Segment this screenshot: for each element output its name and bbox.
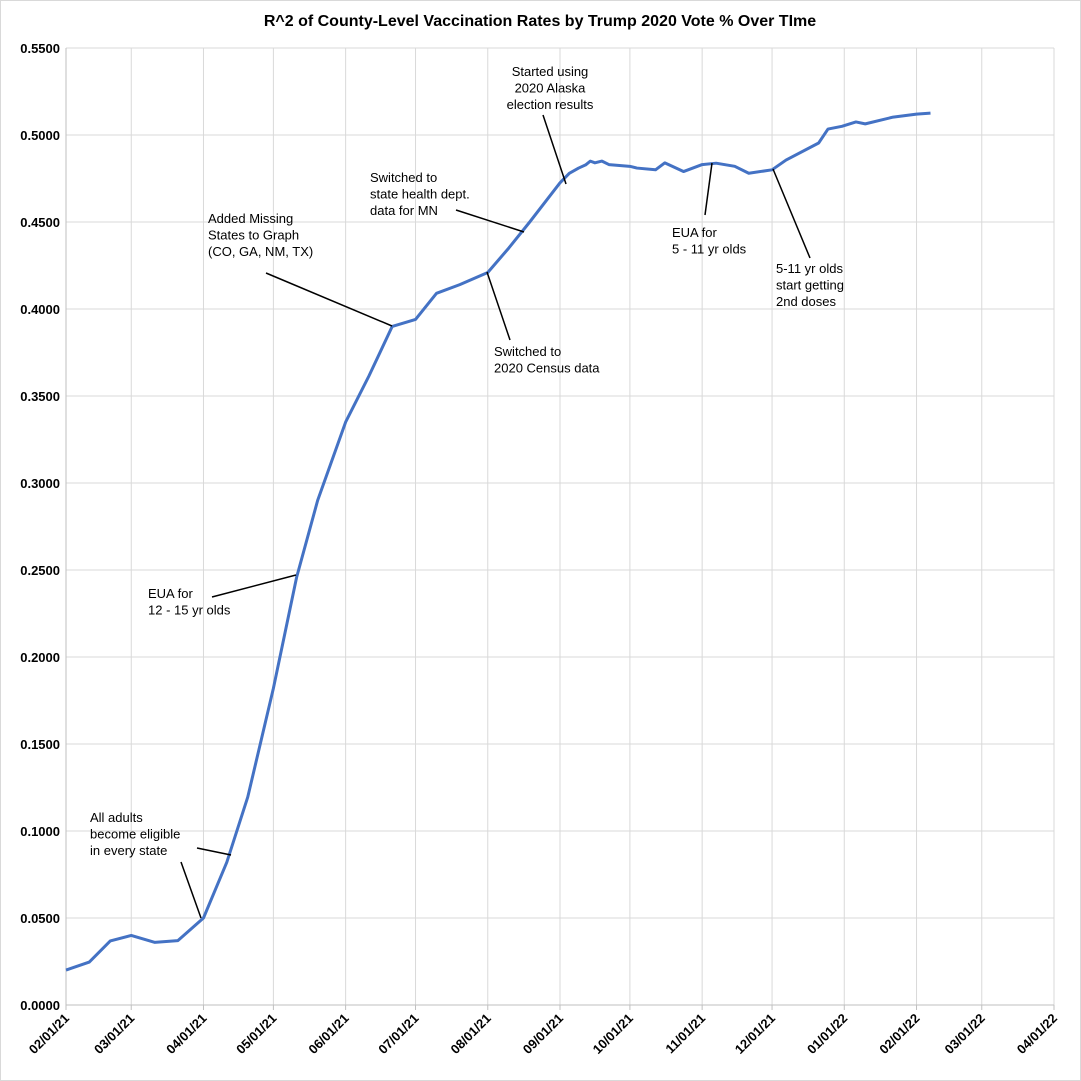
annotation-text: All adults <box>90 810 143 825</box>
y-tick-label: 0.0500 <box>20 911 60 926</box>
annotation-text: state health dept. <box>370 187 470 202</box>
annotation-text: in every state <box>90 843 167 858</box>
annotation-text: 5-11 yr olds <box>776 261 843 276</box>
series-line <box>65 111 931 972</box>
y-tick-label: 0.2000 <box>20 650 60 665</box>
annotation-text: 5 - 11 yr olds <box>672 242 747 257</box>
annotation-text: 2020 Census data <box>494 361 600 376</box>
annotation-leader <box>704 162 713 216</box>
annotation-leader <box>542 114 567 185</box>
annotation-text: States to Graph <box>208 228 299 243</box>
annotation-text: Switched to <box>494 344 561 359</box>
annotation-text: 12 - 15 yr olds <box>148 603 231 618</box>
annotation-text: Started using <box>512 64 589 79</box>
annotation-leader <box>772 168 811 259</box>
y-tick-label: 0.0000 <box>20 998 60 1013</box>
annotation-text: become eligible <box>90 827 180 842</box>
annotation-leader <box>265 272 393 327</box>
annotation-leader <box>455 209 525 233</box>
y-tick-label: 0.4000 <box>20 302 60 317</box>
y-tick-label: 0.3000 <box>20 476 60 491</box>
y-tick-label: 0.3500 <box>20 389 60 404</box>
annotation-text: EUA for <box>148 586 193 601</box>
y-tick-label: 0.4500 <box>20 215 60 230</box>
annotation-text: 2020 Alaska <box>515 81 587 96</box>
annotation-text: Added Missing <box>208 211 293 226</box>
annotation-leader <box>196 847 232 856</box>
annotation-text: election results <box>507 97 594 112</box>
y-tick-label: 0.1500 <box>20 737 60 752</box>
annotation-text: EUA for <box>672 225 717 240</box>
annotation-leader <box>486 271 511 341</box>
annotation-text: data for MN <box>370 203 438 218</box>
annotation-leader <box>180 861 202 919</box>
y-tick-label: 0.1000 <box>20 824 60 839</box>
annotation-text: Switched to <box>370 170 437 185</box>
y-tick-label: 0.5500 <box>20 41 60 56</box>
y-tick-label: 0.2500 <box>20 563 60 578</box>
y-tick-label: 0.5000 <box>20 128 60 143</box>
chart-title: R^2 of County-Level Vaccination Rates by… <box>264 13 816 30</box>
annotation-text: start getting <box>776 278 844 293</box>
annotation-text: 2nd doses <box>776 294 836 309</box>
annotation-text: (CO, GA, NM, TX) <box>208 244 313 259</box>
annotation-leader <box>211 574 297 598</box>
